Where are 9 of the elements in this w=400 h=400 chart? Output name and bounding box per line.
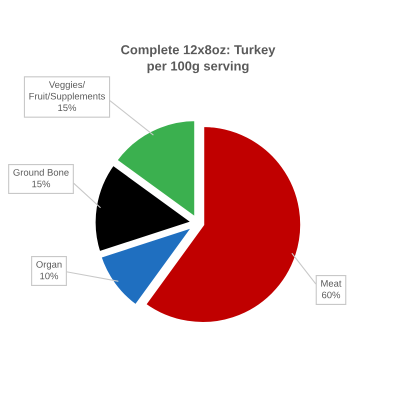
data-label: 10% <box>40 272 58 280</box>
data-label: 15% <box>32 180 50 188</box>
slice-label: Organ <box>36 261 62 270</box>
slice-label: Veggies/Fruit/Supplements <box>29 81 105 102</box>
chart-title: Complete 12x8oz: Turkey per 100g serving <box>121 44 276 74</box>
data-label: 60% <box>322 292 340 298</box>
slice-label: Meat <box>321 280 342 287</box>
data-label: 15% <box>58 104 76 112</box>
slice-label: Ground Bone <box>13 168 69 176</box>
